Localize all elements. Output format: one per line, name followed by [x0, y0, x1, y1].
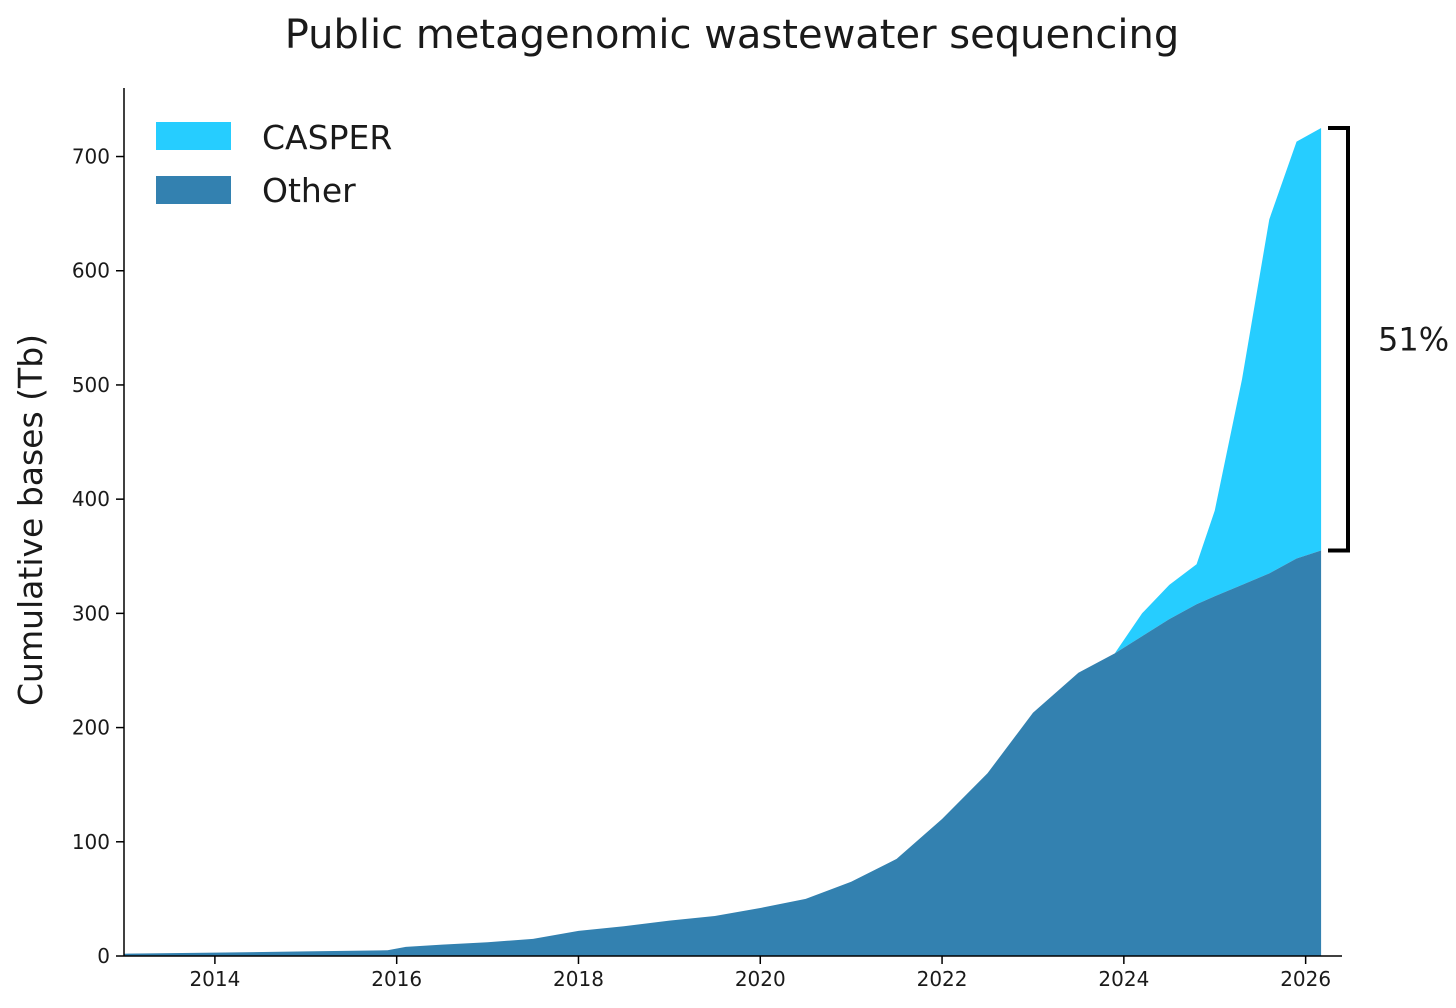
- area-other: [124, 550, 1322, 956]
- share-bracket: [1328, 125, 1350, 553]
- x-tick-label: 2018: [553, 967, 604, 991]
- legend-label-casper: CASPER: [262, 118, 392, 157]
- y-tick-label: 100: [72, 830, 110, 854]
- y-tick-label: 400: [72, 487, 110, 511]
- x-tick-label: 2022: [917, 967, 968, 991]
- casper-share-label: 51%: [1378, 320, 1449, 358]
- plot-areas: [124, 127, 1322, 956]
- y-tick-label: 300: [72, 601, 110, 625]
- y-tick-label: 500: [72, 373, 110, 397]
- bracket-line: [1328, 125, 1350, 553]
- legend-label-other: Other: [262, 171, 356, 210]
- x-tick-label: 2026: [1280, 967, 1331, 991]
- x-tick-label: 2024: [1098, 967, 1149, 991]
- chart-title: Public metagenomic wastewater sequencing: [285, 12, 1180, 58]
- x-tick-label: 2016: [371, 967, 422, 991]
- x-tick-label: 2020: [735, 967, 786, 991]
- y-ticks: 0 100 200 300 400 500 600 700: [72, 145, 124, 968]
- y-tick-label: 0: [97, 944, 110, 968]
- y-tick-label: 600: [72, 259, 110, 283]
- y-tick-label: 200: [72, 716, 110, 740]
- legend: CASPER Other: [156, 118, 392, 210]
- x-tick-label: 2014: [189, 967, 240, 991]
- x-ticks: 2014 2016 2018 2020 2022 2024 2026: [189, 956, 1331, 991]
- area-casper: [1114, 127, 1322, 654]
- y-axis-label: Cumulative bases (Tb): [11, 334, 50, 706]
- legend-swatch-other: [156, 176, 231, 204]
- legend-swatch-casper: [156, 122, 231, 150]
- y-tick-label: 700: [72, 145, 110, 169]
